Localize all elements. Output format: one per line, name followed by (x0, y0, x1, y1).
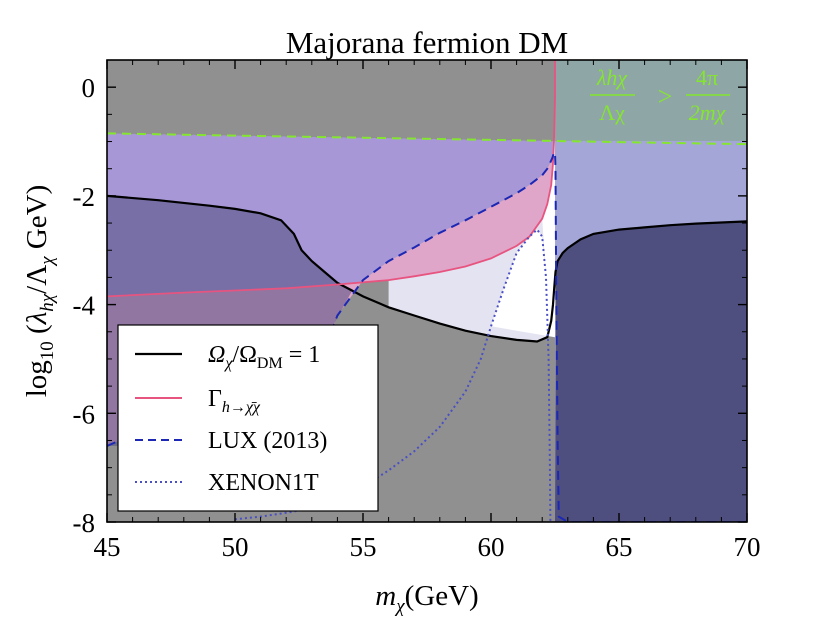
y-axis-label: log10 (λhχ/Λχ GeV) (21, 185, 58, 398)
region-right-lux (555, 221, 747, 522)
x-tick-label: 55 (350, 532, 377, 562)
legend-label-xenon1t: XENON1T (208, 470, 319, 496)
x-tick-label: 50 (222, 532, 249, 562)
legend: Ωχ/ΩDM = 1 Γh→χ̄χ LUX (2013) XENON1T (117, 324, 379, 512)
annotation-operator: > (658, 82, 673, 111)
legend-box (117, 324, 379, 512)
series-line-0 (107, 194, 747, 343)
x-tick-label: 65 (606, 532, 633, 562)
perturbativity-annotation: λhχ Λχ > 4π 2mχ (590, 65, 730, 125)
tick-layer: 45 50 55 60 65 70 0 -2 -4 -6 -8 (73, 60, 761, 562)
chart-title: Majorana fermion DM (286, 25, 568, 60)
annotation-lhs-numerator: λhχ (596, 65, 629, 90)
y-tick-label: -2 (73, 182, 96, 212)
y-tick-label: 0 (82, 73, 96, 103)
legend-label-lux: LUX (2013) (208, 428, 327, 454)
plot-frame (106, 59, 748, 523)
annotation-rhs-numerator: 4π (696, 65, 718, 90)
series-line-4 (107, 132, 747, 146)
region-right-top-band (555, 60, 747, 141)
legend-label-relic: Ωχ/ΩDM = 1 (208, 342, 320, 372)
y-tick-label: -4 (73, 291, 96, 321)
x-tick-label: 60 (478, 532, 505, 562)
y-tick-label: -8 (73, 508, 96, 538)
legend-entry-invisible-width: Γh→χ̄χ (135, 386, 261, 416)
y-tick-label: -6 (73, 399, 96, 429)
legend-entry-relic: Ωχ/ΩDM = 1 (135, 342, 320, 372)
region-layer (107, 60, 747, 522)
x-tick-label: 70 (734, 532, 761, 562)
x-tick-label: 45 (94, 532, 121, 562)
x-axis-label: mχ(GeV) (375, 580, 478, 617)
annotation-rhs-denominator: 2mχ (689, 100, 727, 125)
region-allowed (491, 60, 555, 338)
legend-entry-xenon1t: XENON1T (135, 470, 319, 496)
series-line-1 (107, 60, 556, 298)
legend-entry-lux: LUX (2013) (135, 428, 327, 454)
legend-label-invisible-width: Γh→χ̄χ (208, 386, 261, 416)
annotation-lhs-denominator: Λχ (599, 100, 625, 125)
